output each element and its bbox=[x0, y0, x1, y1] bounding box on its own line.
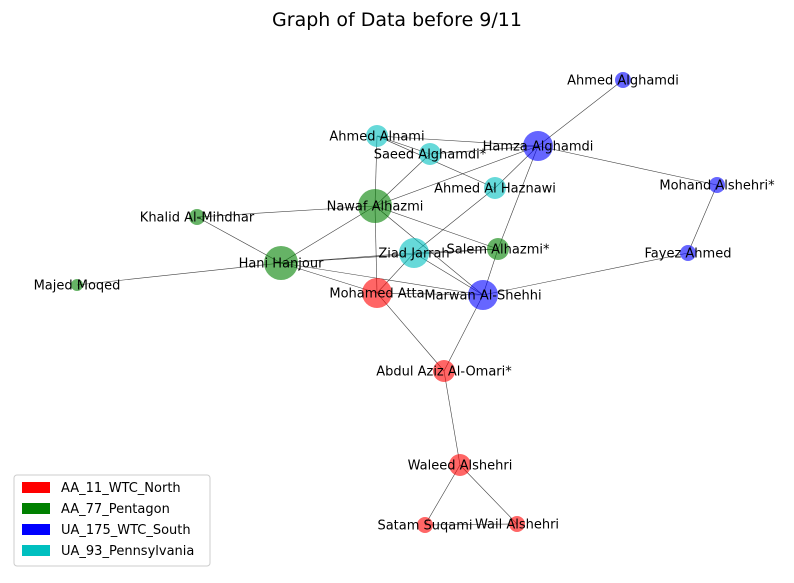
node-label-marwan-al-shehhi: Marwan Al-Shehhi bbox=[424, 289, 541, 304]
edge-ahmed-alnami-hamza-alghamdi bbox=[376, 135, 539, 147]
node-khalid-al-mihdhar bbox=[189, 209, 205, 225]
node-label-fayez-ahmed: Fayez Ahmed bbox=[645, 247, 732, 262]
edge-majed-moqed-hani-hanjour bbox=[76, 262, 282, 286]
legend-label-ua-93-pennsylvania: UA_93_Pennsylvania bbox=[61, 544, 194, 559]
edge-hamza-alghamdi-mohand-alshehri bbox=[537, 145, 718, 186]
node-label-hamza-alghamdi: Hamza Alghamdi bbox=[483, 140, 594, 155]
node-layer bbox=[71, 72, 725, 533]
node-marwan-al-shehhi bbox=[468, 280, 498, 310]
node-label-khalid-al-mihdhar: Khalid Al-Mihdhar bbox=[140, 211, 255, 226]
node-ahmed-alnami bbox=[366, 125, 388, 147]
node-ziad-jarrah bbox=[399, 238, 429, 268]
node-label-mohand-alshehri: Mohand Alshehri* bbox=[659, 179, 775, 194]
legend-swatch-ua-93-pennsylvania bbox=[22, 545, 50, 556]
node-hani-hanjour bbox=[264, 246, 298, 280]
edge-waleed-alshehri-wail-alshehri bbox=[459, 464, 518, 525]
node-abdul-aziz-al-omari bbox=[433, 360, 455, 382]
legend-label-ua-175-wtc-south: UA_175_WTC_South bbox=[61, 523, 191, 538]
node-label-waleed-alshehri: Waleed Alshehri bbox=[408, 459, 513, 474]
legend: AA_11_WTC_North AA_77_Pentagon UA_175_WTC_… bbox=[13, 474, 211, 567]
node-label-saeed-alghamdi: Saeed Alghamdi* bbox=[374, 148, 487, 163]
node-nawaf-alhazmi bbox=[358, 189, 392, 223]
edge-waleed-alshehri-satam-suqami bbox=[424, 464, 461, 526]
node-label-mohamed-atta: Mohamed Atta bbox=[329, 287, 424, 302]
legend-swatch-ua-175-wtc-south bbox=[22, 524, 50, 535]
legend-frame bbox=[13, 474, 211, 567]
edge-ahmed-alghamdi-hamza-alghamdi bbox=[537, 79, 624, 147]
node-salem-alhazmi bbox=[487, 238, 509, 260]
label-layer: Ahmed Alghamdi Ahmed Alnami Hamza Alghamdi… bbox=[34, 74, 776, 534]
edge-ahmed-al-haznawi-ziad-jarrah bbox=[413, 187, 496, 254]
edge-satam-suqami-wail-alshehri bbox=[424, 523, 518, 526]
node-label-hani-hanjour: Hani Hanjour bbox=[239, 257, 325, 272]
legend-label-aa-77-pentagon: AA_77_Pentagon bbox=[61, 502, 170, 517]
node-saeed-alghamdi bbox=[419, 143, 441, 165]
node-mohamed-atta bbox=[362, 278, 392, 308]
node-waleed-alshehri bbox=[449, 454, 471, 476]
chart-title: Graph of Data before 9/11 bbox=[272, 9, 522, 31]
edge-khalid-al-mihdhar-nawaf-alhazmi bbox=[196, 205, 376, 218]
node-ahmed-al-haznawi bbox=[484, 177, 506, 199]
node-label-abdul-aziz-al-omari: Abdul Aziz Al-Omari* bbox=[376, 365, 512, 380]
edge-fayez-ahmed-marwan-al-shehhi bbox=[482, 252, 689, 296]
node-label-ahmed-alghamdi: Ahmed Alghamdi bbox=[567, 74, 679, 89]
edge-nawaf-alhazmi-marwan-al-shehhi bbox=[374, 205, 484, 296]
node-label-nawaf-alhazmi: Nawaf Alhazmi bbox=[327, 200, 424, 215]
node-label-ahmed-al-haznawi: Ahmed Al Haznawi bbox=[434, 182, 556, 197]
edge-abdul-aziz-al-omari-waleed-alshehri bbox=[443, 370, 461, 466]
node-label-majed-moqed: Majed Moqed bbox=[34, 279, 121, 294]
edge-layer bbox=[76, 79, 718, 526]
edge-nawaf-alhazmi-salem-alhazmi bbox=[374, 205, 499, 250]
edge-hamza-alghamdi-salem-alhazmi bbox=[497, 145, 539, 250]
node-satam-suqami bbox=[417, 517, 433, 533]
node-label-wail-alshehri: Wail Alshehri bbox=[475, 518, 559, 533]
legend-swatch-aa-77-pentagon bbox=[22, 503, 50, 514]
edge-saeed-alghamdi-hamza-alghamdi bbox=[429, 145, 539, 155]
edge-mohamed-atta-abdul-aziz-al-omari bbox=[376, 292, 445, 372]
node-hamza-alghamdi bbox=[523, 131, 553, 161]
node-wail-alshehri bbox=[509, 516, 525, 532]
legend-label-aa-11-wtc-north: AA_11_WTC_North bbox=[61, 481, 181, 496]
edge-hani-hanjour-ziad-jarrah bbox=[280, 252, 415, 264]
node-ahmed-alghamdi bbox=[615, 72, 631, 88]
node-label-ahmed-alnami: Ahmed Alnami bbox=[329, 130, 424, 145]
node-label-ziad-jarrah: Ziad Jarrah bbox=[378, 247, 449, 262]
edge-mohamed-atta-marwan-al-shehhi bbox=[376, 292, 484, 296]
node-mohand-alshehri bbox=[709, 177, 725, 193]
node-majed-moqed bbox=[71, 279, 83, 291]
edge-nawaf-alhazmi-hani-hanjour bbox=[280, 205, 376, 264]
edge-salem-alhazmi-hani-hanjour bbox=[280, 248, 499, 264]
node-label-salem-alhazmi: Salem Alhazmi* bbox=[447, 243, 550, 258]
edge-mohand-alshehri-fayez-ahmed bbox=[687, 184, 718, 254]
legend-swatch-aa-11-wtc-north bbox=[22, 482, 50, 493]
node-fayez-ahmed bbox=[680, 245, 696, 261]
node-label-satam-suqami: Satam Suqami bbox=[377, 519, 472, 534]
edge-hamza-alghamdi-nawaf-alhazmi bbox=[374, 145, 539, 207]
